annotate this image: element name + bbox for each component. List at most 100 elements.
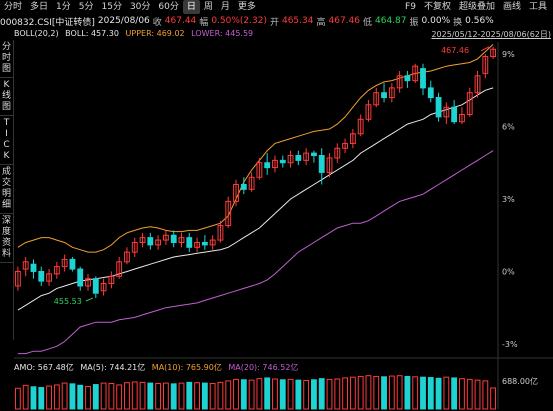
candle-body [435,97,442,118]
y-tick-label: -3% [502,340,518,349]
security-code: 000832.CSI[中证转债] [0,17,95,28]
candle-body [155,239,162,246]
period-tab[interactable]: 15分 [101,2,122,12]
volume-bar [85,385,91,410]
period-tab[interactable]: 5分 [78,2,94,12]
close-value: 467.44 [164,16,197,26]
candle-body [194,241,200,248]
boll-upper-line [17,44,494,253]
volume-bar [482,380,489,410]
amo-ma20: MA(20): 746.52亿 [228,363,299,372]
candle-body [303,152,310,161]
candle-body [186,237,193,248]
amo-value: AMO: 567.48亿 [14,363,74,372]
period-tab[interactable]: 月 [220,2,230,12]
period-tab[interactable]: 多日 [30,2,49,12]
volume-bar [474,379,481,410]
candle-body [22,261,29,270]
candle-body [427,87,434,99]
period-tab[interactable]: 30分 [129,2,151,12]
candle-body [209,239,216,246]
candle-body [240,184,247,190]
candle-body [61,258,68,268]
candle-body [342,142,349,149]
volume-bar [61,382,68,410]
volume-bar [295,379,302,410]
candle-body [272,159,278,169]
period-tab[interactable]: 更多 [237,2,256,12]
volume-bar [287,378,294,410]
candle-body [217,225,224,241]
volume-bar [264,377,271,410]
candle-body [404,75,411,82]
sidebar-view-button[interactable]: 深度资料 [0,214,13,263]
candle-body [14,270,21,287]
candle-body [92,278,99,294]
period-tab[interactable]: 1分 [56,2,71,12]
boll-lower: LOWER: 445.59 [191,29,254,38]
candle-body [287,155,294,164]
candle-body [311,152,317,157]
boll-mid: BOLL: 457.30 [65,29,119,38]
candle-body [357,118,364,135]
period-tab[interactable]: 日 [182,0,200,14]
period-tab[interactable]: 60分 [158,2,179,12]
candle-body [264,162,271,169]
candle-body [459,113,465,123]
candle-body [170,234,177,243]
swing-value: 0.00% [421,16,451,26]
turnover-value: 0.56% [465,16,494,26]
volume-bar [100,382,107,410]
boll-upper: UPPER: 469.02 [125,29,185,38]
volume-bar [22,384,29,410]
toolbar-button[interactable]: 不复权 [423,2,451,12]
candle-body [46,273,52,282]
sidebar-view-button[interactable]: 成交明细 [0,165,13,214]
volume-bar [46,385,52,410]
volume-bar [334,378,341,410]
volume-bar [69,383,76,410]
volume-bar [443,376,450,410]
volume-bar [412,376,419,410]
candle-body [233,184,239,202]
toolbar-button[interactable]: 工具 [528,2,547,12]
period-tab[interactable]: 周 [203,2,213,12]
candle-body [248,176,255,190]
candle-body [474,75,481,94]
volume-bar [194,382,200,410]
volume-bar [256,378,263,410]
candle-body [365,104,372,120]
candle-body [412,65,419,82]
toolbar-button[interactable]: 画线 [502,2,521,12]
candle-body [373,92,380,106]
candle-body [100,283,107,292]
amo-ma5: MA(5): 744.21亿 [80,363,146,372]
amo-legend: AMO: 567.48亿 MA(5): 744.21亿 MA(10): 765.… [14,362,302,373]
turnover-label: 换 [453,17,463,28]
candle-body [147,237,154,246]
sidebar-view-button[interactable]: 分时图 [0,40,13,78]
volume-bar [116,384,123,410]
high-annotation: 467.46 [441,46,469,55]
volume-bar [466,378,473,410]
candle-body [162,234,169,241]
volume-bar [209,382,216,410]
volume-bar [381,376,387,410]
candle-body [451,106,458,123]
toolbar-button[interactable]: F9 [405,2,416,12]
volume-bar [279,379,286,410]
date-range[interactable]: 2025/05/12-2025/08/06(62日) [431,30,551,39]
quote-date: 2025/08/06 [97,16,150,26]
candle-body [388,87,395,99]
volume-bar [53,384,60,410]
volume-bar [451,377,458,410]
period-tab[interactable]: 分时 [4,2,23,12]
candle-body [420,68,426,89]
volume-bar [233,378,239,410]
y-tick-label: 9% [502,50,515,59]
toolbar-button[interactable]: 超级叠加 [458,2,495,12]
volume-bar [349,376,356,410]
